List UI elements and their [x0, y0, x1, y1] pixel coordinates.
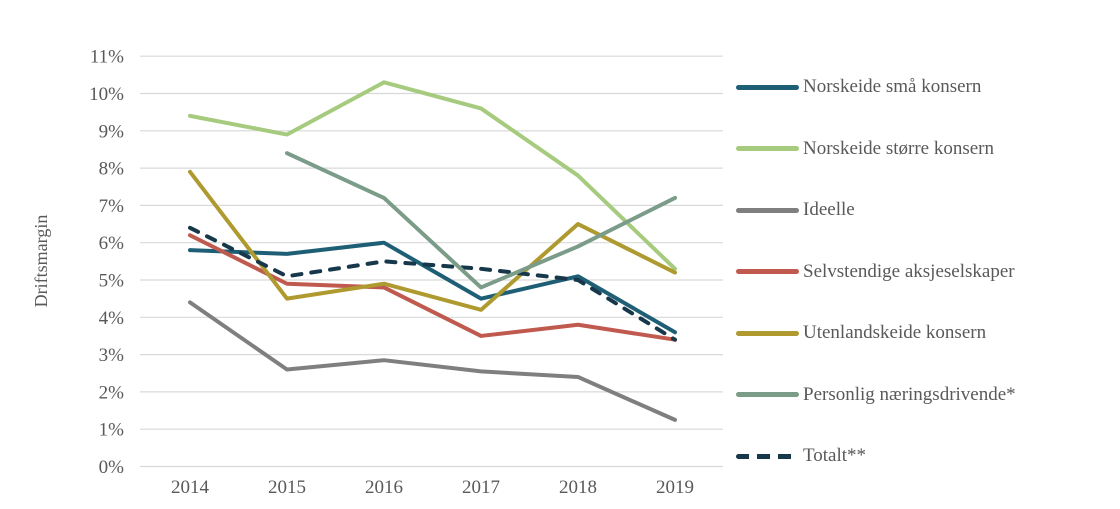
y-tick-label: 11%: [90, 47, 124, 68]
legend-line-swatch-selvstendige-aksjeselskaper: [736, 269, 799, 274]
gridlines: [140, 55, 723, 468]
y-axis-tick-labels: 0% 1% 2% 3% 4% 5% 6% 7% 8% 9% 10% 11%: [89, 47, 124, 478]
y-axis-title: Driftsmargin: [31, 215, 51, 308]
legend-item-selvstendige-aksjeselskaper: Selvstendige aksjeselskaper: [736, 260, 1116, 282]
legend-item-norskeide-smaa-konsern: Norskeide små konsern: [736, 77, 1116, 97]
y-tick-label: 9%: [99, 121, 125, 142]
legend-label: Utenlandskeide konsern: [803, 322, 987, 343]
legend-item-norskeide-stoerre-konsern: Norskeide større konsern: [736, 137, 1116, 159]
y-tick-label: 0%: [99, 457, 125, 478]
chart-legend: Norskeide små konsern Norskeide større ko…: [736, 77, 1116, 508]
legend-item-ideelle: Ideelle: [736, 200, 1116, 220]
legend-line-swatch-norskeide-stoerre-konsern: [736, 146, 799, 151]
legend-line-swatch-norskeide-smaa-konsern: [736, 84, 799, 90]
series-line-personlig-naeringsdrivende: [285, 151, 677, 290]
y-tick-label: 6%: [99, 233, 125, 254]
y-tick-label: 1%: [99, 420, 125, 441]
y-tick-label: 10%: [89, 84, 124, 105]
legend-item-utenlandskeide-konsern: Utenlandskeide konsern: [736, 323, 1116, 343]
legend-item-personlig-naeringsdrivende: Personlig næringsdrivende*: [736, 383, 1116, 405]
series-line-norskeide-stoerre-konsern: [188, 80, 677, 271]
x-tick-label: 2016: [365, 477, 403, 498]
x-tick-label: 2018: [559, 477, 597, 498]
series-line-totalt: [188, 225, 677, 342]
legend-label: Norskeide små konsern: [803, 76, 982, 97]
legend-line-swatch-utenlandskeide-konsern: [736, 330, 799, 336]
y-tick-label: 4%: [99, 308, 125, 329]
x-tick-label: 2017: [462, 477, 500, 498]
series-line-norskeide-smaa-konsern: [188, 240, 677, 335]
legend-line-swatch-totalt: [736, 453, 799, 459]
y-tick-label: 8%: [99, 159, 125, 180]
legend-label: Ideelle: [803, 199, 855, 220]
y-tick-label: 7%: [99, 196, 125, 217]
legend-line-swatch-ideelle: [736, 207, 799, 213]
legend-item-totalt: Totalt**: [736, 446, 1116, 466]
legend-line-swatch-personlig-naeringsdrivende: [736, 392, 799, 397]
x-tick-label: 2015: [268, 477, 306, 498]
data-series-lines: [188, 80, 677, 422]
series-line-utenlandskeide-konsern: [188, 169, 677, 312]
legend-label: Norskeide større konsern: [803, 137, 995, 159]
y-tick-label: 5%: [99, 271, 125, 292]
series-line-selvstendige-aksjeselskaper: [188, 233, 677, 342]
x-axis-tick-labels: 2014 2015 2016 2017 2018 2019: [171, 477, 694, 498]
legend-label: Totalt**: [803, 445, 867, 466]
y-tick-label: 3%: [99, 345, 125, 366]
legend-label: Personlig næringsdrivende*: [803, 383, 1016, 405]
x-tick-label: 2014: [171, 477, 210, 498]
series-line-ideelle: [188, 300, 677, 422]
y-tick-label: 2%: [99, 382, 125, 403]
x-tick-label: 2019: [656, 477, 694, 498]
legend-label: Selvstendige aksjeselskaper: [803, 260, 1015, 282]
